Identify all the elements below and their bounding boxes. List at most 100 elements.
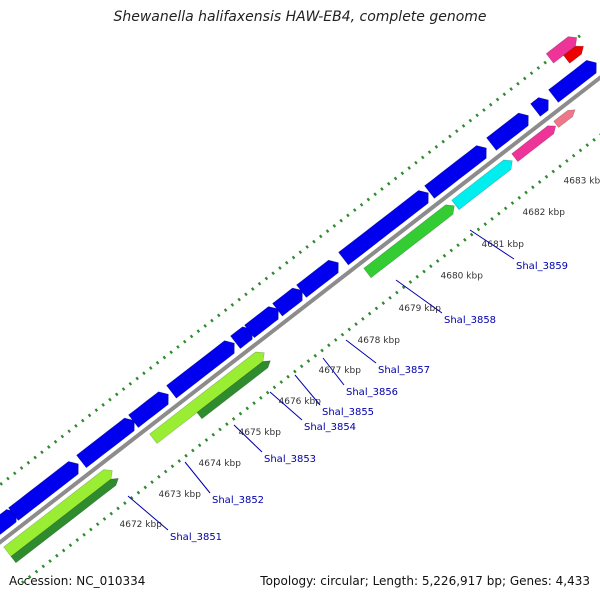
- cds-inner-arrow[interactable]: [553, 109, 576, 128]
- accession-info: Accession: NC_010334: [9, 574, 145, 588]
- gene-label[interactable]: Shal_3852: [212, 495, 264, 506]
- gene-label[interactable]: Shal_3858: [444, 315, 496, 326]
- minor-tick: [142, 371, 146, 376]
- minor-tick: [333, 338, 338, 342]
- minor-tick: [422, 269, 426, 274]
- minor-tick: [585, 143, 590, 148]
- minor-tick: [191, 448, 195, 453]
- minor-tick: [483, 222, 488, 226]
- topology-value: circular: [320, 574, 365, 588]
- cds-inner-arrow[interactable]: [149, 351, 265, 444]
- minor-tick: [116, 506, 120, 511]
- gene-label-leader: [469, 229, 515, 260]
- gene-label-leader: [184, 461, 211, 494]
- minor-tick: [476, 227, 481, 232]
- cds-outer-arrow[interactable]: [486, 112, 529, 151]
- gene-label[interactable]: Shal_3857: [378, 365, 430, 376]
- minor-tick: [332, 224, 337, 228]
- outer-strand-features: [0, 36, 597, 536]
- minor-tick: [170, 464, 175, 469]
- accession-label: Accession:: [9, 574, 73, 588]
- minor-tick: [82, 532, 86, 537]
- gene-label[interactable]: Shal_3853: [264, 454, 316, 465]
- minor-tick: [468, 118, 473, 123]
- minor-tick: [571, 153, 576, 158]
- gene-label[interactable]: Shal_3855: [322, 407, 374, 418]
- minor-tick: [359, 202, 364, 207]
- minor-tick: [26, 460, 31, 465]
- cds-outer-arrow[interactable]: [545, 36, 578, 64]
- genome-backbone: [0, 75, 600, 545]
- cds-outer-arrow[interactable]: [166, 340, 235, 399]
- map-title: Shewanella halifaxensis HAW-EB4, complet…: [113, 9, 487, 25]
- minor-tick: [101, 403, 105, 407]
- minor-tick: [327, 343, 331, 348]
- minor-tick: [189, 334, 194, 339]
- minor-tick: [244, 292, 248, 297]
- minor-tick: [393, 176, 398, 181]
- cds-inner-arrow[interactable]: [363, 204, 455, 279]
- cds-outer-arrow[interactable]: [563, 45, 584, 64]
- topology-label: Topology:: [260, 574, 317, 588]
- minor-tick: [286, 374, 290, 379]
- length-label: Length:: [372, 574, 419, 588]
- cds-outer-arrow[interactable]: [530, 97, 549, 117]
- cds-outer-arrow[interactable]: [128, 391, 169, 429]
- minor-tick: [325, 229, 330, 233]
- scale-labels: 4672 kbp 4673 kbp 4674 kbp 4675 kbp 4676 kbp…: [120, 176, 600, 530]
- gene-label[interactable]: Shal_3859: [516, 261, 568, 272]
- minor-tick: [475, 113, 479, 118]
- cds-outer-arrow[interactable]: [338, 190, 429, 266]
- cds-inner-arrow[interactable]: [511, 125, 557, 163]
- minor-tick: [565, 159, 569, 163]
- minor-tick: [502, 92, 507, 97]
- genes-label: Genes:: [509, 574, 552, 588]
- cds-outer-arrow[interactable]: [296, 259, 339, 298]
- gene-label[interactable]: Shal_3856: [346, 387, 398, 398]
- minor-tick: [80, 418, 85, 423]
- minor-tick: [89, 527, 93, 532]
- minor-tick: [184, 453, 188, 458]
- cds-outer-arrow[interactable]: [8, 461, 79, 521]
- minor-tick: [41, 564, 46, 569]
- minor-tick: [210, 318, 214, 323]
- cds-inner-arrow[interactable]: [196, 360, 271, 420]
- cds-outer-arrow[interactable]: [244, 306, 279, 339]
- minor-tick: [407, 166, 411, 170]
- minor-tick: [395, 290, 399, 295]
- minor-tick: [284, 260, 289, 265]
- minor-tick: [216, 313, 221, 318]
- minor-tick: [264, 276, 269, 281]
- minor-tick: [298, 250, 303, 255]
- cds-outer-arrow[interactable]: [76, 417, 135, 469]
- gene-label[interactable]: Shal_3854: [304, 422, 356, 433]
- minor-tick: [109, 511, 114, 516]
- minor-tick: [74, 424, 78, 428]
- cds-inner-arrow[interactable]: [451, 159, 513, 211]
- minor-tick: [252, 401, 256, 405]
- minor-tick: [196, 329, 201, 334]
- minor-tick: [46, 445, 51, 449]
- minor-tick: [454, 129, 459, 133]
- minor-tick: [578, 148, 583, 153]
- scale-label: 4674 kbp: [199, 459, 242, 469]
- minor-tick: [0, 481, 3, 486]
- minor-tick: [408, 280, 413, 284]
- gene-labels: Shal_3851 Shal_3852 Shal_3853 Shal_3854 Shal…: [127, 229, 568, 543]
- gene-label[interactable]: Shal_3851: [170, 532, 222, 543]
- cds-outer-arrow[interactable]: [424, 145, 487, 199]
- minor-tick: [522, 76, 527, 81]
- minor-tick: [320, 348, 324, 353]
- minor-tick: [223, 308, 228, 312]
- cds-inner-arrow[interactable]: [10, 478, 119, 564]
- minor-tick: [551, 169, 556, 174]
- minor-tick: [313, 353, 318, 358]
- minor-tick: [374, 306, 379, 311]
- minor-tick: [305, 245, 309, 249]
- minor-tick: [488, 102, 493, 107]
- minor-tick: [203, 324, 207, 328]
- minor-tick: [381, 301, 386, 305]
- scale-label: 4683 kbp: [564, 176, 600, 186]
- cds-outer-arrow[interactable]: [548, 59, 597, 103]
- cds-outer-arrow[interactable]: [272, 287, 303, 317]
